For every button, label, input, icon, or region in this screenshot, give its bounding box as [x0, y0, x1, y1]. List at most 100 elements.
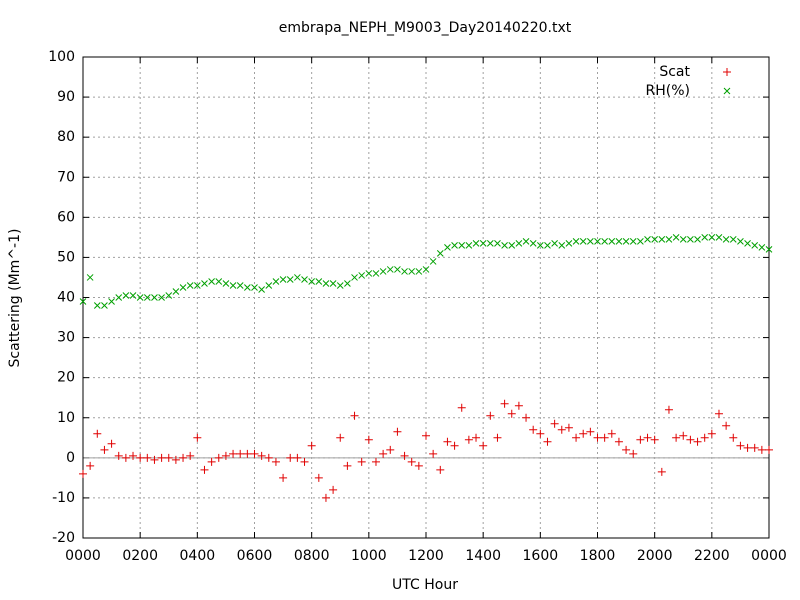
- data-point: [365, 270, 373, 277]
- y-tick-label: -20: [52, 530, 75, 546]
- data-point: [479, 441, 488, 450]
- x-tick-label: 0400: [180, 548, 216, 564]
- data-point: [322, 280, 330, 287]
- data-point: [643, 433, 652, 442]
- data-point: [214, 453, 223, 462]
- data-point: [665, 236, 673, 243]
- data-point: [686, 435, 695, 444]
- data-point: [201, 280, 208, 287]
- data-point: [472, 240, 480, 247]
- data-point: [729, 433, 738, 442]
- data-point: [121, 453, 130, 462]
- data-point: [744, 240, 751, 247]
- data-point: [207, 457, 216, 466]
- data-point: [179, 284, 187, 291]
- data-point: [151, 294, 158, 301]
- data-point: [200, 465, 209, 474]
- data-point: [315, 278, 323, 285]
- data-point: [757, 445, 766, 454]
- data-point: [329, 280, 337, 287]
- data-point: [129, 451, 138, 460]
- data-point: [464, 435, 473, 444]
- x-tick-label: 0600: [237, 548, 273, 564]
- data-point: [650, 435, 659, 444]
- data-point: [371, 457, 380, 466]
- data-point: [500, 399, 509, 408]
- data-point: [436, 250, 444, 257]
- data-point: [164, 453, 173, 462]
- data-point: [379, 268, 387, 275]
- data-point: [386, 445, 395, 454]
- x-axis-label: UTC Hour: [392, 577, 458, 593]
- data-point: [701, 234, 709, 241]
- data-point: [372, 270, 380, 277]
- data-point: [321, 493, 330, 502]
- x-tick-label: 2200: [694, 548, 730, 564]
- y-tick-label: 10: [57, 410, 75, 426]
- data-point: [264, 453, 273, 462]
- data-point: [143, 453, 152, 462]
- data-point: [86, 274, 94, 281]
- data-point: [300, 457, 309, 466]
- data-point: [629, 449, 638, 458]
- data-point: [107, 439, 116, 448]
- data-point: [279, 276, 287, 283]
- data-point: [301, 276, 308, 283]
- data-point: [215, 278, 223, 285]
- data-point: [543, 437, 552, 446]
- data-point: [514, 401, 523, 410]
- data-point: [221, 451, 230, 460]
- data-point: [171, 455, 180, 464]
- x-tick-label: 1800: [580, 548, 616, 564]
- data-point: [644, 236, 651, 243]
- legend-label: RH(%): [646, 83, 690, 99]
- data-point: [272, 278, 280, 285]
- x-tick-label: 1600: [523, 548, 559, 564]
- y-tick-label: 90: [57, 89, 75, 105]
- data-point: [357, 457, 366, 466]
- data-point: [114, 451, 123, 460]
- data-point: [765, 246, 773, 253]
- legend-marker: [723, 68, 731, 76]
- legend-marker: [723, 87, 731, 95]
- data-point: [307, 441, 316, 450]
- data-point: [736, 441, 745, 450]
- data-point: [679, 236, 687, 243]
- data-point: [651, 236, 659, 243]
- data-point: [507, 409, 516, 418]
- data-point: [508, 242, 516, 249]
- data-point: [529, 240, 537, 247]
- data-point: [344, 280, 351, 287]
- data-point: [136, 453, 145, 462]
- data-point: [422, 266, 430, 273]
- data-point: [129, 292, 137, 299]
- data-point: [222, 280, 230, 287]
- data-point: [529, 425, 538, 434]
- data-point: [587, 238, 594, 245]
- data-point: [400, 451, 409, 460]
- data-point: [765, 445, 773, 454]
- y-tick-label: 70: [57, 169, 75, 185]
- x-tick-label: 0200: [122, 548, 158, 564]
- data-point: [658, 236, 666, 243]
- data-point: [429, 449, 438, 458]
- data-point: [565, 240, 573, 247]
- data-point: [465, 242, 473, 249]
- data-point: [229, 282, 237, 289]
- data-point: [614, 437, 623, 446]
- x-tick-label: 0800: [294, 548, 330, 564]
- data-point: [314, 473, 323, 482]
- data-point: [351, 274, 358, 281]
- data-point: [244, 284, 251, 291]
- data-point: [186, 451, 195, 460]
- data-point: [672, 433, 681, 442]
- data-point: [336, 433, 345, 442]
- data-point: [143, 294, 151, 301]
- data-point: [737, 238, 744, 245]
- data-point: [271, 457, 280, 466]
- data-point: [450, 441, 459, 450]
- data-point: [393, 427, 402, 436]
- x-tick-label: 1200: [408, 548, 444, 564]
